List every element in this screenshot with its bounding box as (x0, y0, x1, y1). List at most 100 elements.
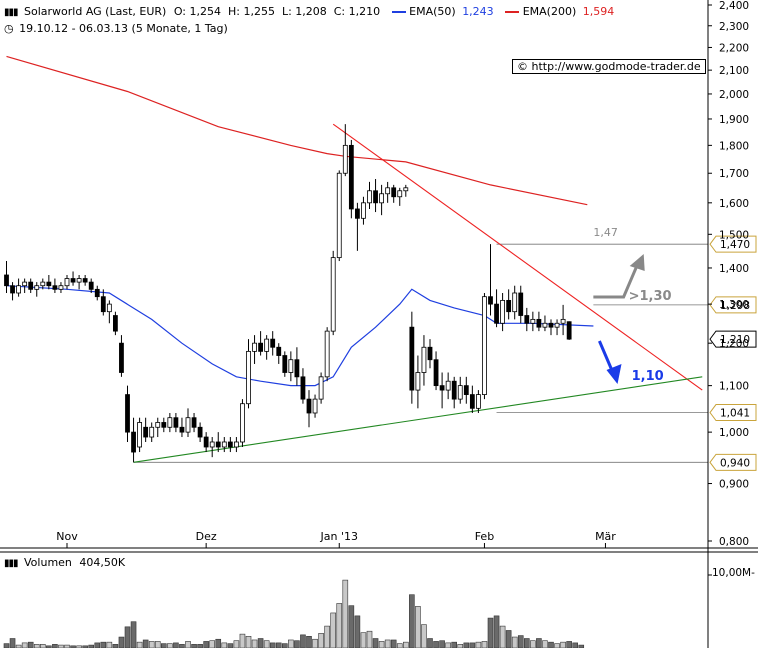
volume-value: 404,50K (79, 556, 126, 569)
y-tick-label: 1,400 (719, 263, 749, 275)
candlesticks (4, 124, 572, 463)
copyright-box: © http://www.godmode-trader.de (512, 59, 706, 74)
volume-bar (15, 644, 22, 648)
candle-body (391, 187, 397, 198)
volume-bar (324, 625, 330, 648)
volume-bar (136, 641, 143, 648)
candle-body (258, 342, 264, 352)
volume-bar (142, 639, 149, 648)
candle-body (324, 330, 330, 378)
volume-bar (493, 615, 500, 648)
volume-bar (221, 642, 228, 648)
x-axis: Nov Dez Jan '13 Feb Mär (56, 530, 616, 548)
ema50-value: 1,243 (462, 5, 494, 18)
volume-bar (445, 642, 451, 648)
volume-bar (306, 636, 312, 648)
candle-body (40, 281, 46, 287)
candle-body (197, 426, 203, 438)
candle-body (445, 380, 451, 391)
level-label-box (709, 296, 757, 314)
volume-icon: ▮▮▮ (4, 558, 18, 569)
volume-bar (112, 644, 119, 648)
y-tick-label: 2,000 (719, 89, 749, 101)
level-label: 1,470 (720, 239, 750, 251)
support-resistance-levels: 1,470 1,298 1,210 1,041 0,940 (133, 235, 757, 471)
up-arrow-shaft (593, 263, 640, 299)
candle-body (64, 278, 70, 287)
candle-body (330, 257, 336, 332)
candle-body (179, 426, 185, 433)
volume-bar (288, 639, 294, 648)
volume-bar (148, 641, 155, 648)
candle-body (494, 303, 499, 324)
volume-bar (118, 636, 125, 648)
candle-body (379, 193, 385, 204)
candle-body (560, 318, 566, 324)
candle-body (125, 394, 130, 433)
y-tick-label: 1,200 (719, 338, 749, 350)
candle-body (336, 172, 342, 259)
candle-body (34, 285, 40, 290)
candle-body (221, 441, 227, 448)
ema200-label: EMA(200) (522, 5, 577, 18)
volume-bar (300, 634, 306, 648)
x-tick-label: Mär (595, 530, 616, 543)
ema50-layer (6, 285, 594, 387)
volume-bar (58, 644, 64, 648)
y-tick-label: 2,200 (719, 42, 749, 54)
candle-body (300, 376, 306, 400)
ema200-value: 1,594 (582, 5, 615, 18)
up-arrow-head (629, 254, 645, 271)
downtrend-line (332, 123, 703, 391)
volume-bar (209, 640, 215, 648)
volume-bar (330, 612, 337, 648)
volume-bar (517, 635, 524, 648)
candle-body (282, 355, 288, 373)
candle-body (227, 441, 233, 448)
volume-label-row: ▮▮▮ Volumen 404,50K (4, 556, 125, 569)
volume-bar (457, 644, 464, 648)
candle-body (354, 208, 360, 219)
volume-bar (39, 644, 46, 648)
candle-body (94, 288, 100, 298)
volume-bar (239, 633, 246, 648)
candle-body (342, 144, 348, 174)
volume-bar (475, 641, 482, 648)
candle-body (518, 292, 524, 316)
candle-body (10, 285, 15, 294)
candle-body (252, 342, 257, 352)
candle-body (482, 296, 487, 395)
candle-body (58, 285, 64, 290)
candle-body (433, 359, 439, 387)
candle-body (415, 372, 421, 391)
volume-bar (124, 626, 131, 648)
level-label: 1,210 (720, 334, 750, 346)
candle-body (385, 187, 391, 195)
y-tick-label: 1,000 (719, 427, 749, 439)
y-tick-label: 2,300 (719, 21, 749, 33)
candle-body (348, 144, 354, 210)
down-arrow-head (606, 364, 622, 384)
bars-icon: ▮▮▮ (4, 7, 18, 18)
volume-bar (354, 615, 361, 648)
volume-bar (191, 644, 197, 648)
period-row: ◷ 19.10.12 - 06.03.13 (5 Monate, 1 Tag) (4, 22, 228, 35)
instrument-name: Solarworld AG (Last, EUR) (24, 5, 167, 18)
volume-bar (167, 643, 173, 648)
candle-body (203, 436, 209, 448)
volume-bar (542, 640, 548, 648)
volume-bar (499, 625, 506, 648)
candle-body (397, 190, 403, 198)
candle-body (294, 359, 300, 378)
volume-bar (245, 636, 252, 648)
candle-body (500, 299, 506, 324)
candle-body (506, 299, 512, 313)
candle-body (318, 376, 324, 400)
volume-bar (106, 641, 113, 648)
volume-bar (318, 633, 324, 648)
volume-bar (88, 644, 94, 648)
volume-bar (360, 632, 367, 648)
trend-lines (133, 123, 703, 463)
candle-body (131, 431, 136, 453)
